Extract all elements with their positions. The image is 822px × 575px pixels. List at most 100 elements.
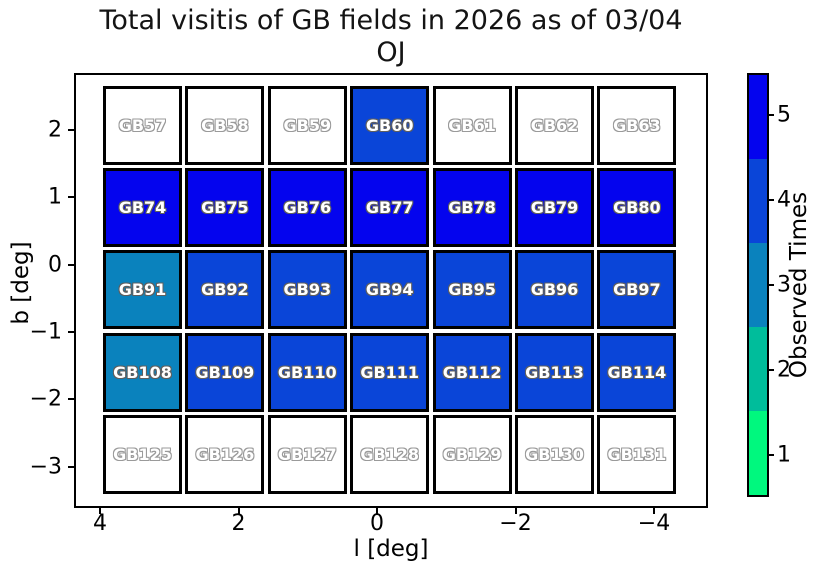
cell-label: GB95 (448, 280, 496, 300)
cell-label: GB129 (442, 444, 502, 464)
grid-cell-gb79: GB79 (515, 168, 594, 248)
grid-cell-gb111: GB111 (350, 332, 430, 412)
grid-cell-gb108: GB108 (103, 332, 182, 412)
x-tick-mark (99, 508, 101, 514)
grid-cell-gb77: GB77 (350, 168, 430, 248)
grid-cell-gb62: GB62 (515, 86, 594, 165)
cell-label: GB113 (525, 362, 584, 382)
grid-cell-gb126: GB126 (185, 414, 265, 494)
colorbar (747, 73, 769, 497)
cell-label: GB111 (360, 362, 420, 382)
y-axis-label: b [deg] (8, 241, 34, 325)
chart-title-block: Total visitis of GB fields in 2026 as of… (74, 5, 708, 69)
x-tick-mark (376, 508, 378, 514)
cell-label: GB63 (613, 116, 661, 135)
grid-cell-gb110: GB110 (267, 332, 347, 412)
grid-cell-gb92: GB92 (185, 250, 265, 330)
y-tick-label: −1 (29, 319, 62, 345)
grid-cell-gb95: GB95 (432, 250, 512, 330)
grid-cell-gb128: GB128 (350, 414, 430, 494)
x-axis-label: l [deg] (353, 536, 429, 562)
grid-cell-gb112: GB112 (432, 332, 512, 412)
colorbar-tick-label: 3 (777, 272, 791, 298)
x-tick-mark (514, 508, 517, 514)
colorbar-tick-mark (769, 199, 774, 202)
cell-label: GB74 (118, 198, 167, 218)
plot-area: GB57 GB58 GB59 GB60 GB61 GB62 GB63 GB74 GB75 GB76… (74, 73, 708, 508)
grid-cell-gb80: GB80 (597, 168, 677, 248)
cell-label: GB92 (201, 280, 249, 300)
cell-label: GB127 (277, 444, 337, 464)
colorbar-segment-1 (749, 411, 767, 495)
cell-label: GB128 (360, 444, 420, 464)
x-tick-label: 2 (231, 511, 246, 536)
y-tick-mark (68, 398, 74, 401)
x-tick-label: 0 (370, 511, 384, 536)
grid-cell-gb78: GB78 (432, 168, 512, 248)
y-tick-mark (68, 196, 74, 199)
cell-label: GB58 (201, 116, 249, 135)
cell-label: GB60 (365, 116, 414, 135)
grid-cell-gb130: GB130 (515, 414, 594, 494)
grid-cell-gb127: GB127 (267, 414, 347, 494)
y-tick-mark (68, 263, 74, 266)
y-tick-mark (68, 129, 74, 131)
x-tick-label: 4 (93, 511, 107, 536)
cell-label: GB94 (365, 280, 414, 300)
grid-cell-gb93: GB93 (267, 250, 347, 330)
grid-cell-gb75: GB75 (185, 168, 265, 248)
cell-label: GB59 (283, 116, 332, 135)
cell-label: GB109 (195, 362, 255, 382)
grid-cell-gb97: GB97 (597, 250, 677, 330)
colorbar-tick-mark (769, 453, 774, 456)
grid-cell-gb114: GB114 (597, 332, 677, 412)
y-tick-label: −2 (29, 386, 62, 412)
x-tick-mark (237, 508, 240, 514)
cell-label: GB130 (525, 444, 584, 464)
cell-label: GB78 (448, 198, 496, 218)
grid-cell-gb76: GB76 (267, 168, 347, 248)
y-tick-mark (68, 465, 74, 468)
grid-cell-gb125: GB125 (103, 414, 182, 494)
colorbar-tick-label: 4 (777, 187, 791, 213)
x-tick-label: −2 (499, 511, 532, 536)
grid-cell-gb91: GB91 (103, 250, 182, 330)
colorbar-tick-mark (769, 284, 774, 286)
grid-cell-gb61: GB61 (432, 86, 512, 165)
cell-label: GB91 (118, 280, 167, 300)
colorbar-segment-5 (749, 75, 767, 159)
cell-label: GB126 (195, 444, 255, 464)
cell-label: GB96 (530, 280, 579, 300)
colorbar-tick-mark (769, 368, 774, 371)
cell-label: GB97 (613, 280, 661, 300)
y-tick-label: 2 (48, 117, 62, 143)
grid-cell-gb109: GB109 (185, 332, 265, 412)
grid-cell-gb131: GB131 (597, 414, 677, 494)
grid-cell-gb63: GB63 (597, 86, 677, 165)
cell-label: GB61 (448, 116, 496, 135)
colorbar-tick-mark (769, 114, 774, 117)
grid-cell-gb57: GB57 (103, 86, 182, 165)
x-tick-mark (653, 508, 655, 514)
grid-cell-gb58: GB58 (185, 86, 265, 165)
chart-subtitle: OJ (376, 37, 406, 68)
colorbar-tick-label: 1 (777, 442, 791, 468)
x-tick-label: −4 (637, 511, 671, 536)
cell-label: GB125 (113, 444, 172, 464)
cell-label: GB57 (118, 116, 167, 135)
grid-cell-gb96: GB96 (515, 250, 594, 330)
grid-cell-gb59: GB59 (267, 86, 347, 165)
cell-label: GB112 (442, 362, 502, 382)
colorbar-segment-4 (749, 159, 767, 243)
colorbar-tick-label: 5 (777, 102, 791, 128)
cell-label: GB110 (277, 362, 337, 382)
cell-label: GB62 (530, 116, 579, 135)
y-tick-mark (68, 330, 74, 333)
cell-label: GB114 (607, 362, 667, 382)
cell-label: GB79 (530, 198, 579, 218)
colorbar-segment-3 (749, 243, 767, 327)
cell-label: GB76 (283, 198, 332, 218)
grid-cell-gb94: GB94 (350, 250, 430, 330)
grid-cell-gb129: GB129 (432, 414, 512, 494)
colorbar-segment-2 (749, 327, 767, 411)
